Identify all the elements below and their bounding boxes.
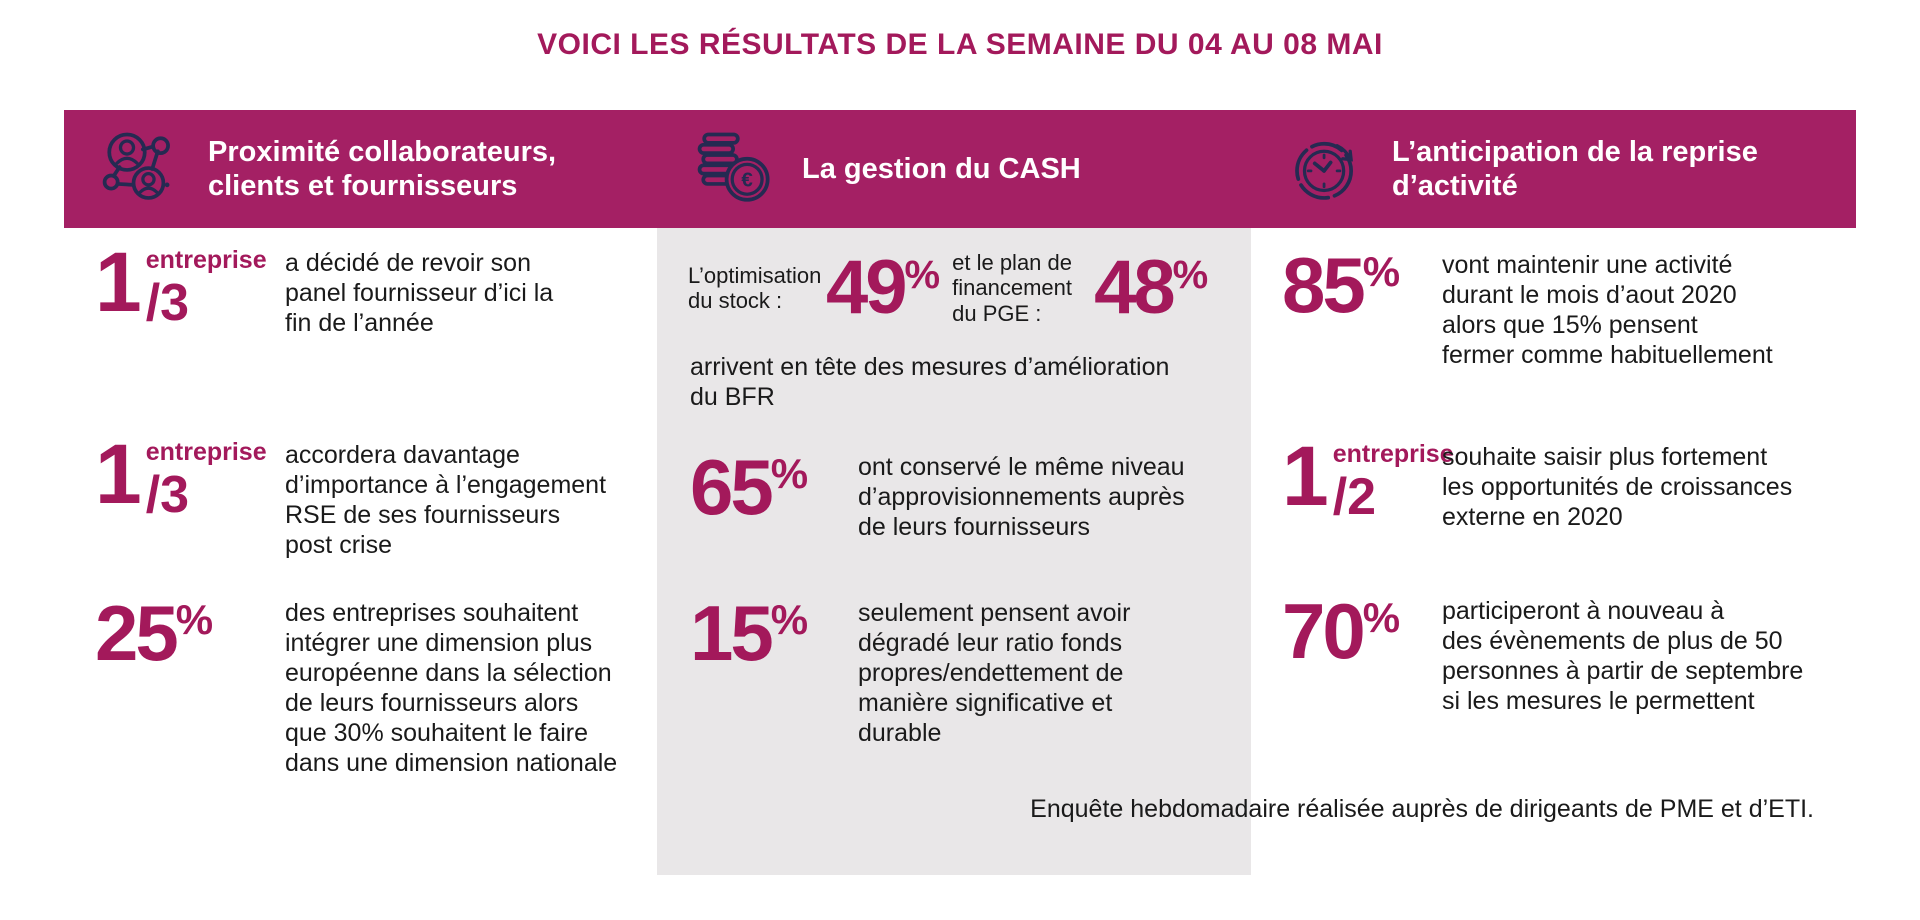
header-cell-proximite: Proximité collaborateurs, clients et fou… <box>98 110 658 228</box>
header-label-cash: La gestion du CASH <box>802 152 1081 185</box>
header-bar: Proximité collaborateurs, clients et fou… <box>64 110 1856 228</box>
fraction-denominator: /3 <box>145 274 190 332</box>
stat-text: accordera davantage d’importance à l’eng… <box>285 441 607 559</box>
people-network-icon <box>98 126 184 212</box>
percent-sign: % <box>175 596 214 643</box>
percent-sign: % <box>1172 253 1209 297</box>
stat-text: vont maintenir une activité durant le mo… <box>1442 251 1773 369</box>
stat-value: 1 entreprise /3 <box>95 235 285 332</box>
fraction-denominator: /3 <box>145 466 190 524</box>
stat-value: 85% <box>1282 246 1442 324</box>
stat-value: 25% <box>95 594 285 672</box>
percent-sign: % <box>1362 594 1401 641</box>
percent-sign: % <box>1362 248 1401 295</box>
stat-evenements-septembre: 70% participeront à nouveau à des évènem… <box>1282 592 1842 716</box>
stat-text: ont conservé le même niveau d’approvisio… <box>858 453 1185 541</box>
stat-value: 1 entreprise /3 <box>95 427 285 524</box>
fraction-numerator: 1 <box>95 427 142 521</box>
fraction-denominator: /2 <box>1332 468 1377 526</box>
stat-rse-fournisseurs: 1 entreprise /3 accordera davantage d’im… <box>95 432 655 560</box>
header-cell-cash: € La gestion du CASH <box>692 110 1252 228</box>
clock-restart-icon <box>1282 126 1368 212</box>
stat-value: 15% <box>690 594 858 672</box>
stat-text: des entreprises souhaitent intégrer une … <box>285 599 618 777</box>
fraction-unit: entreprise <box>1332 440 1454 468</box>
fraction-numerator: 1 <box>95 235 142 329</box>
fraction-unit: entreprise <box>145 246 267 274</box>
fraction-one-third: 1 entreprise /3 <box>95 427 267 524</box>
intro-label-stock: L’optimisation du stock : <box>688 262 822 313</box>
page-title: VOICI LES RÉSULTATS DE LA SEMAINE DU 04 … <box>537 28 1383 61</box>
big-number: 15 <box>690 589 774 677</box>
percent-sign: % <box>904 253 941 297</box>
stat-value: 70% <box>1282 592 1442 670</box>
stat-value-pge: 48% <box>1094 250 1208 326</box>
fraction-one-third: 1 entreprise /3 <box>95 235 267 332</box>
percent-sign: % <box>770 596 809 643</box>
stat-text: a décidé de revoir son panel fournisseur… <box>285 249 554 337</box>
svg-text:€: € <box>741 169 753 192</box>
stat-text: seulement pensent avoir dégradé leur rat… <box>858 599 1131 747</box>
big-number: 25 <box>95 589 179 677</box>
stat-croissance-externe: 1 entreprise /2 souhaite saisir plus for… <box>1282 434 1842 532</box>
stat-text: souhaite saisir plus fortement les oppor… <box>1442 443 1793 531</box>
euro-coins-icon: € <box>692 126 778 212</box>
fraction-unit: entreprise <box>145 438 267 466</box>
big-number: 70 <box>1282 587 1366 675</box>
big-number: 85 <box>1282 241 1366 329</box>
stat-dimension-europeenne: 25% des entreprises souhaitent intégrer … <box>95 594 655 778</box>
stat-ratio-fonds-propres: 15% seulement pensent avoir dégradé leur… <box>690 594 1188 748</box>
stat-value: 65% <box>690 448 858 526</box>
header-label-reprise: L’anticipation de la reprise d’activité <box>1392 135 1758 202</box>
survey-source-note: Enquête hebdomadaire réalisée auprès de … <box>1030 795 1814 823</box>
stat-text: participeront à nouveau à des évènements… <box>1442 597 1804 715</box>
header-label-proximite: Proximité collaborateurs, clients et fou… <box>208 135 557 202</box>
intro-label-pge: et le plan de financement du PGE : <box>952 250 1072 326</box>
stat-bfr-intro: L’optimisation du stock : 49% et le plan… <box>688 250 1248 326</box>
header-cell-reprise: L’anticipation de la reprise d’activité <box>1282 110 1842 228</box>
stat-value-stock: 49% <box>826 250 940 326</box>
stat-revoir-panel: 1 entreprise /3 a décidé de revoir son p… <box>95 240 635 338</box>
stat-value: 1 entreprise /2 <box>1282 434 1454 523</box>
big-number: 48 <box>1094 245 1176 330</box>
fraction-numerator: 1 <box>1282 429 1329 523</box>
stat-bfr-conclusion: arrivent en tête des mesures d’améliorat… <box>690 353 1170 411</box>
fraction-one-half: 1 entreprise /2 <box>1282 429 1454 526</box>
big-number: 49 <box>826 245 908 330</box>
big-number: 65 <box>690 443 774 531</box>
stat-activite-aout: 85% vont maintenir une activité durant l… <box>1282 246 1832 370</box>
cash-column-panel <box>657 228 1251 875</box>
percent-sign: % <box>770 450 809 497</box>
stat-approvisionnements: 65% ont conservé le même niveau d’approv… <box>690 448 1238 542</box>
